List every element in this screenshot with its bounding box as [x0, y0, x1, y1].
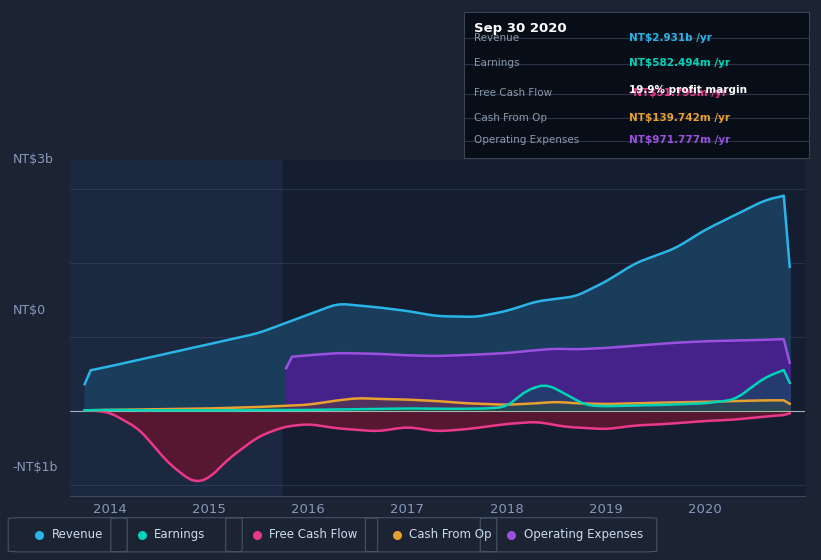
Text: Revenue: Revenue: [475, 32, 520, 43]
Text: 19.9% profit margin: 19.9% profit margin: [630, 85, 747, 95]
Text: -NT$1b: -NT$1b: [12, 461, 57, 474]
Text: Free Cash Flow: Free Cash Flow: [475, 87, 553, 97]
Text: Operating Expenses: Operating Expenses: [524, 528, 643, 542]
Text: NT$2.931b /yr: NT$2.931b /yr: [630, 32, 713, 43]
Text: NT$582.494m /yr: NT$582.494m /yr: [630, 58, 731, 68]
Text: Operating Expenses: Operating Expenses: [475, 136, 580, 145]
Text: Earnings: Earnings: [154, 528, 206, 542]
Text: Cash From Op: Cash From Op: [409, 528, 491, 542]
Text: Cash From Op: Cash From Op: [475, 113, 548, 123]
Bar: [283, 160, 805, 496]
Text: Revenue: Revenue: [52, 528, 103, 542]
Text: NT$0: NT$0: [12, 304, 45, 318]
Text: NT$139.742m /yr: NT$139.742m /yr: [630, 113, 731, 123]
Text: NT$3b: NT$3b: [12, 153, 53, 166]
Text: Earnings: Earnings: [475, 58, 520, 68]
Text: Sep 30 2020: Sep 30 2020: [475, 22, 566, 35]
Text: -NT$51.795m /yr: -NT$51.795m /yr: [630, 87, 727, 97]
Text: Free Cash Flow: Free Cash Flow: [269, 528, 358, 542]
Text: NT$971.777m /yr: NT$971.777m /yr: [630, 136, 731, 145]
